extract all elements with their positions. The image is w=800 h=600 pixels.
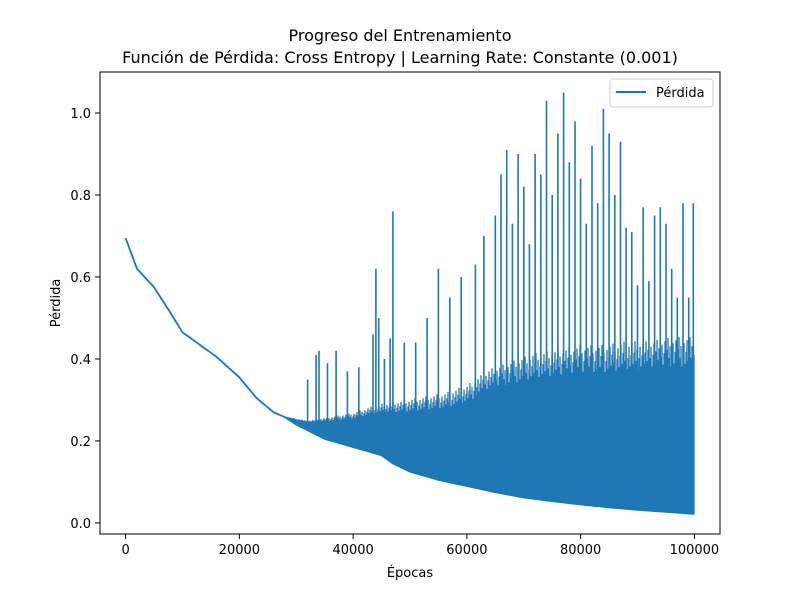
y-tick-label: 0.4 (70, 353, 91, 368)
x-tick-label: 0 (121, 543, 129, 558)
y-tick-label: 1.0 (70, 107, 91, 122)
legend: Pérdida (609, 78, 714, 108)
x-axis-label: Épocas (387, 565, 434, 581)
y-tick-label: 0.8 (70, 189, 91, 204)
x-axis: 0 20000 40000 60000 80000 100000 (121, 534, 719, 558)
y-axis: 0.0 0.2 0.4 0.6 0.8 1.0 (70, 107, 100, 532)
chart-title: Progreso del Entrenamiento (288, 26, 512, 45)
y-tick-label: 0.6 (70, 271, 91, 286)
y-axis-label: Pérdida (49, 279, 64, 328)
x-tick-label: 20000 (219, 543, 260, 558)
y-tick-label: 0.0 (70, 517, 91, 532)
legend-label: Pérdida (656, 86, 705, 101)
series-layer (124, 92, 695, 515)
legend-box (609, 78, 714, 108)
x-tick-label: 80000 (560, 543, 601, 558)
x-tick-label: 60000 (446, 543, 487, 558)
chart-subtitle: Función de Pérdida: Cross Entropy | Lear… (122, 48, 678, 67)
y-tick-label: 0.2 (70, 435, 91, 450)
x-tick-label: 40000 (332, 543, 373, 558)
plot-frame (99, 71, 721, 535)
x-tick-label: 100000 (670, 543, 720, 558)
